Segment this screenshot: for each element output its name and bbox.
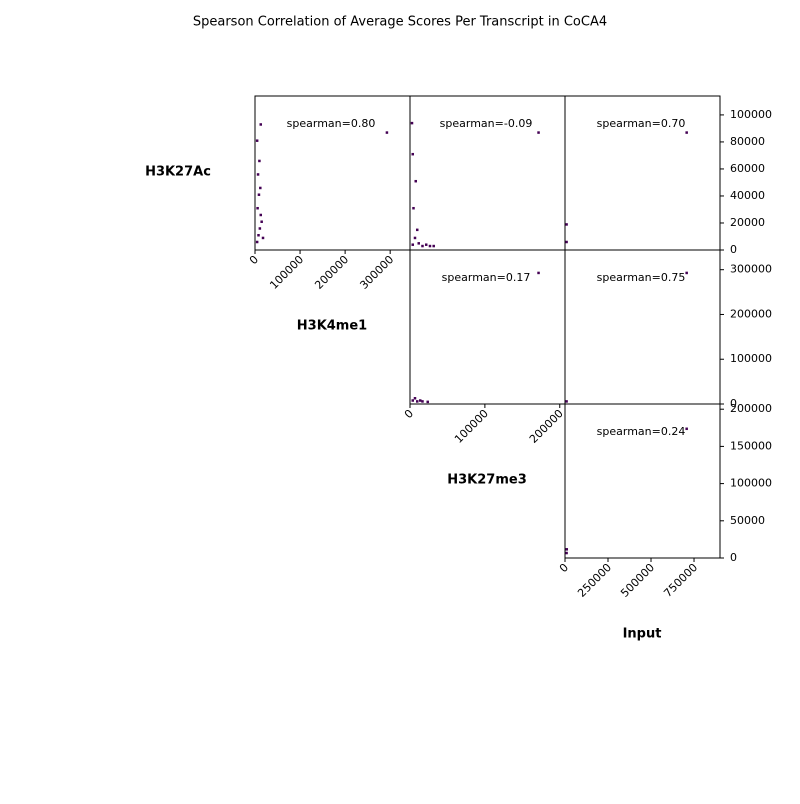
x-tick-label: 200000 (527, 407, 566, 446)
y-tick-label: 50000 (730, 514, 765, 527)
point (537, 131, 540, 134)
annotation: spearman=0.70 (597, 117, 686, 130)
x-tick-label: 300000 (357, 253, 396, 292)
x-axis-label: H3K27me3 (447, 473, 527, 488)
point (261, 236, 265, 240)
point (255, 240, 259, 244)
point (411, 243, 414, 246)
point (258, 227, 262, 230)
y-tick-label: 150000 (730, 439, 772, 452)
point (418, 399, 422, 402)
point (259, 186, 262, 190)
point (565, 240, 568, 244)
point (685, 271, 688, 275)
point (565, 548, 569, 551)
x-tick-label: 100000 (267, 253, 306, 292)
point (421, 400, 424, 403)
annotation: spearman=-0.09 (440, 117, 533, 130)
point (415, 400, 419, 403)
y-tick-label: 80000 (730, 135, 765, 148)
point (565, 223, 568, 226)
y-tick-label: 0 (730, 397, 737, 410)
y-tick-label: 200000 (730, 402, 772, 415)
point (257, 193, 261, 196)
point (417, 242, 420, 245)
point (565, 400, 568, 403)
y-tick-label: 0 (730, 551, 737, 564)
y-tick-label: 20000 (730, 216, 765, 229)
y-tick-label: 300000 (730, 263, 772, 276)
annotation: spearman=0.75 (597, 271, 686, 284)
point (259, 123, 263, 126)
x-tick-label: 0 (247, 253, 261, 267)
point (411, 399, 414, 402)
point (256, 206, 259, 210)
point (412, 206, 415, 210)
point (426, 400, 429, 404)
x-tick-label: 0 (557, 561, 571, 575)
point (685, 427, 688, 431)
chart-title: Spearson Correlation of Average Scores P… (193, 15, 607, 30)
point (415, 228, 419, 232)
x-tick-label: 250000 (575, 561, 614, 600)
y-tick-label: 100000 (730, 477, 772, 490)
point (257, 233, 260, 237)
point (410, 121, 414, 125)
point (411, 152, 414, 156)
y-tick-label: 100000 (730, 352, 772, 365)
y-tick-label: 0 (730, 243, 737, 256)
point (260, 220, 263, 223)
y-tick-label: 60000 (730, 162, 765, 175)
point (255, 139, 259, 142)
point (258, 159, 261, 163)
row-label: H3K27Ac (145, 165, 211, 180)
point (259, 213, 263, 217)
x-tick-label: 0 (402, 407, 416, 421)
point (413, 236, 417, 240)
y-tick-label: 200000 (730, 307, 772, 320)
point (256, 173, 260, 176)
x-tick-label: 100000 (452, 407, 491, 446)
point (432, 244, 435, 248)
x-axis-label: Input (623, 627, 662, 642)
point (421, 244, 424, 248)
x-tick-label: 750000 (661, 561, 700, 600)
y-tick-label: 40000 (730, 189, 765, 202)
point (413, 397, 417, 400)
annotation: spearman=0.80 (287, 117, 376, 130)
x-tick-label: 500000 (618, 561, 657, 600)
point (424, 243, 428, 246)
x-axis-label: H3K4me1 (297, 319, 367, 334)
annotation: spearman=0.17 (442, 271, 531, 284)
x-tick-label: 200000 (312, 253, 351, 292)
point (685, 131, 688, 134)
y-tick-label: 100000 (730, 108, 772, 121)
point (414, 179, 417, 183)
point (428, 244, 432, 248)
point (565, 551, 568, 555)
point (537, 271, 540, 275)
panel-frame (564, 403, 721, 559)
point (385, 131, 389, 134)
annotation: spearman=0.24 (597, 425, 686, 438)
